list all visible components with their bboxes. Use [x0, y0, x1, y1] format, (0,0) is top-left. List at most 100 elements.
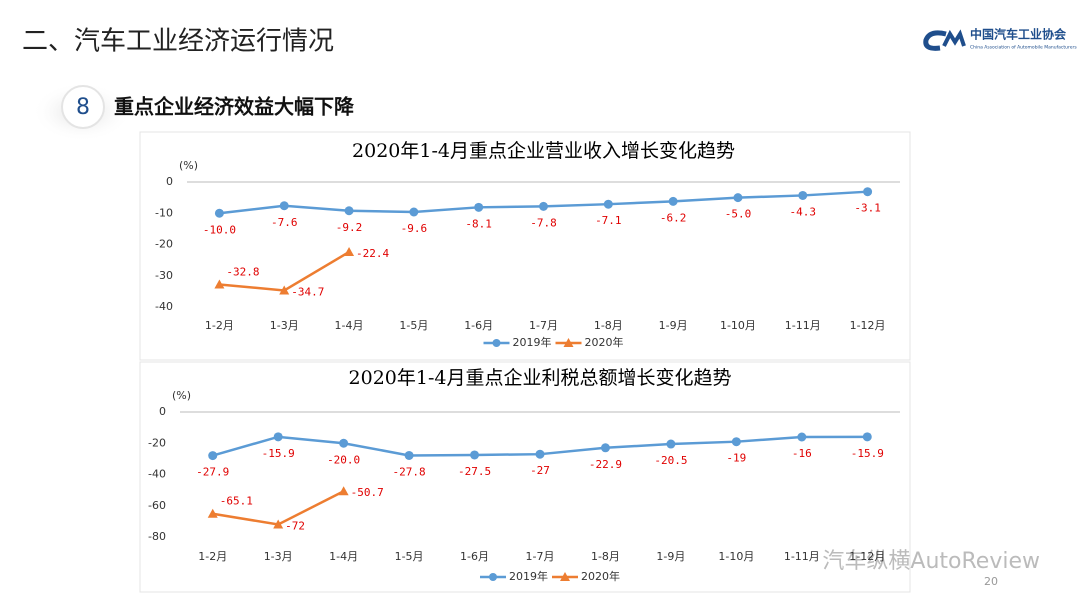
point: [862, 432, 872, 442]
point: [404, 450, 414, 460]
value-label: -15.9: [851, 447, 884, 460]
value-label: -9.6: [401, 222, 428, 235]
slide-title: 二、汽车工业经济运行情况: [22, 27, 334, 57]
point: [344, 206, 354, 216]
x-tick-label: 1-11月: [785, 319, 821, 332]
value-label: -4.3: [790, 205, 817, 218]
y-tick-label: -20: [155, 238, 173, 251]
point: [208, 451, 218, 461]
badge: [61, 85, 105, 129]
legend-swatch: [560, 572, 570, 581]
point: [666, 439, 676, 449]
value-label: -27.5: [458, 465, 491, 478]
legend-swatch: [563, 338, 574, 347]
legend-label: 2019年: [513, 335, 552, 349]
y-tick-label: 0: [166, 175, 173, 188]
point: [731, 437, 741, 447]
chart-title: 2020年1-4月重点企业利税总额增长变化趋势: [349, 367, 732, 389]
page-number: 20: [984, 575, 998, 588]
legend-label: 2019年: [509, 569, 548, 583]
value-label: -9.2: [336, 221, 363, 234]
logo-mark: [942, 29, 966, 47]
point: [214, 208, 224, 218]
value-label: -7.6: [271, 216, 298, 229]
value-label: -20.5: [654, 454, 687, 467]
point: [535, 449, 545, 459]
x-tick-label: 1-6月: [460, 550, 489, 563]
x-tick-label: 1-3月: [270, 319, 299, 332]
point: [474, 202, 484, 212]
y-tick-label: -30: [155, 269, 173, 282]
watermark: 汽车纵横AutoReview: [822, 549, 1040, 574]
x-tick-label: 1-8月: [594, 319, 623, 332]
value-label: -8.1: [465, 217, 492, 230]
x-tick-label: 1-9月: [659, 319, 688, 332]
x-tick-label: 1-8月: [591, 550, 620, 563]
value-label: -27.8: [393, 465, 426, 478]
value-label: -22.4: [356, 247, 389, 260]
chart-frame: [139, 131, 911, 361]
y-tick-label: -60: [148, 499, 166, 512]
point: [668, 196, 678, 206]
legend-swatch: [489, 573, 497, 581]
x-tick-label: 1-12月: [850, 319, 886, 332]
value-label: -20.0: [327, 453, 360, 466]
value-label: -32.8: [226, 266, 259, 279]
point: [214, 279, 225, 289]
y-unit: (%): [172, 389, 191, 402]
point: [339, 438, 349, 448]
x-tick-label: 1-10月: [720, 319, 756, 332]
x-tick-label: 1-4月: [335, 319, 364, 332]
value-label: -3.1: [854, 202, 881, 215]
value-label: -22.9: [589, 458, 622, 471]
value-label: -5.0: [725, 208, 752, 221]
point: [338, 486, 349, 496]
x-tick-label: 1-2月: [198, 550, 227, 563]
point: [863, 187, 873, 197]
value-label: -16: [792, 447, 812, 460]
x-tick-label: 1-5月: [395, 550, 424, 563]
x-tick-label: 1-3月: [264, 550, 293, 563]
logo-cn: 中国汽车工业协会: [970, 27, 1067, 42]
x-tick-label: 1-11月: [784, 550, 820, 563]
point: [539, 201, 548, 211]
y-tick-label: -80: [148, 530, 166, 543]
logo-mark: [923, 30, 947, 51]
value-label: -10.0: [203, 223, 236, 236]
value-label: -34.7: [291, 285, 324, 298]
y-tick-label: -40: [155, 300, 173, 313]
x-tick-label: 1-2月: [205, 319, 234, 332]
value-label: -19: [726, 452, 746, 465]
legend-swatch: [492, 339, 501, 347]
logo-en: China Association of Automobile Manufact…: [970, 45, 1077, 51]
point: [207, 508, 218, 518]
point: [409, 207, 419, 217]
point: [733, 193, 743, 203]
x-tick-label: 1-12月: [849, 550, 885, 563]
y-tick-label: -20: [148, 436, 166, 449]
chart-frame: [139, 361, 911, 593]
value-label: -15.9: [262, 447, 295, 460]
legend-label: 2020年: [585, 335, 624, 349]
point: [279, 201, 289, 211]
value-label: -50.7: [351, 486, 384, 499]
y-unit: (%): [179, 159, 198, 172]
section-title: 重点企业经济效益大幅下降: [114, 95, 355, 119]
point: [603, 199, 613, 209]
x-tick-label: 1-5月: [399, 319, 428, 332]
value-label: -7.8: [530, 216, 557, 229]
point: [798, 190, 808, 200]
chart-title: 2020年1-4月重点企业营业收入增长变化趋势: [352, 140, 735, 162]
x-tick-label: 1-7月: [526, 550, 555, 563]
y-tick-label: 0: [159, 405, 166, 418]
point: [344, 247, 355, 256]
value-label: -72: [285, 520, 305, 533]
point: [470, 450, 480, 460]
value-label: -6.2: [660, 211, 687, 224]
x-tick-label: 1-10月: [718, 550, 754, 563]
badge-number: 8: [76, 95, 90, 120]
point: [273, 519, 284, 529]
x-tick-label: 1-4月: [329, 550, 358, 563]
value-label: -65.1: [220, 495, 253, 508]
